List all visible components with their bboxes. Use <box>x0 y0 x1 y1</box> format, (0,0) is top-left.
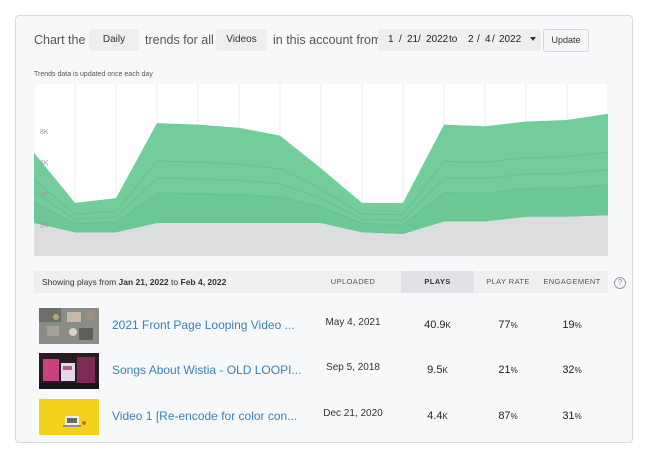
to-month-field[interactable]: 2 <box>468 34 474 45</box>
date-separator: / <box>492 34 495 45</box>
chart-update-note: Trends data is updated once each day <box>34 71 153 78</box>
plays-value: 40.9K <box>424 319 451 331</box>
play-rate-value: 77% <box>498 319 518 331</box>
showing-range-text: Showing plays from Jan 21, 2022 to Feb 4… <box>42 277 227 287</box>
uploaded-column-header[interactable]: UPLOADED <box>330 277 376 286</box>
video-thumbnail[interactable] <box>39 399 99 435</box>
plays-trend-chart: 8K 6K 4K 2K <box>34 84 608 256</box>
series-boundary <box>34 169 608 221</box>
video-title-link[interactable]: Songs About Wistia - OLD LOOPI... <box>112 363 302 377</box>
y-tick-label: 6K <box>40 160 49 167</box>
play-rate-value: 87% <box>498 410 518 422</box>
caret-down-icon[interactable] <box>530 37 536 41</box>
date-range-picker[interactable]: 1 / 21 / 2022 to 2 / 4 / 2022 <box>378 29 541 51</box>
plays-column-header[interactable]: PLAYS <box>401 271 474 293</box>
y-tick-label: 2K <box>40 223 49 230</box>
play-rate-column-header[interactable]: PLAY RATE <box>486 277 530 286</box>
table-header: Showing plays from Jan 21, 2022 to Feb 4… <box>34 271 608 293</box>
account-range-label: in this account from <box>273 33 382 47</box>
video-thumbnail[interactable] <box>39 353 99 389</box>
engagement-value: 31% <box>562 410 582 422</box>
uploaded-date: Sep 5, 2018 <box>326 362 380 373</box>
engagement-column-header[interactable]: ENGAGEMENT <box>543 277 601 286</box>
update-button[interactable]: Update <box>543 29 589 52</box>
table-row[interactable]: Songs About Wistia - OLD LOOPI... Sep 5,… <box>34 353 608 393</box>
table-row[interactable]: 2021 Front Page Looping Video ... May 4,… <box>34 308 608 348</box>
video-thumbnail[interactable] <box>39 308 99 344</box>
to-year-field[interactable]: 2022 <box>499 34 522 45</box>
series-area-base <box>34 215 608 256</box>
video-title-link[interactable]: 2021 Front Page Looping Video ... <box>112 318 295 332</box>
uploaded-date: May 4, 2021 <box>325 317 381 328</box>
table-row[interactable]: Video 1 [Re-encode for color con... Dec … <box>34 399 608 439</box>
video-title-link[interactable]: Video 1 [Re-encode for color con... <box>112 409 298 423</box>
series-boundary <box>34 151 608 216</box>
series-area <box>34 184 608 235</box>
date-separator: / <box>399 34 402 45</box>
from-month-field[interactable]: 1 <box>388 34 394 45</box>
chart-the-label: Chart the <box>34 33 86 47</box>
uploaded-date: Dec 21, 2020 <box>323 408 383 419</box>
to-label: to <box>449 34 458 45</box>
trends-for-all-label: trends for all <box>145 33 214 47</box>
date-separator: / <box>418 34 421 45</box>
from-year-field[interactable]: 2022 <box>426 34 449 45</box>
plays-value: 9.5K <box>427 364 448 376</box>
date-separator: / <box>477 34 480 45</box>
engagement-value: 19% <box>562 319 582 331</box>
from-day-field[interactable]: 21 <box>407 34 419 45</box>
y-tick-label: 4K <box>40 191 49 198</box>
to-day-field[interactable]: 4 <box>485 34 491 45</box>
engagement-value: 32% <box>562 364 582 376</box>
y-tick-label: 8K <box>40 129 49 136</box>
interval-select[interactable]: Daily <box>89 29 139 51</box>
media-type-select[interactable]: Videos <box>216 29 267 51</box>
help-icon[interactable]: ? <box>614 277 626 289</box>
play-rate-value: 21% <box>498 364 518 376</box>
plays-value: 4.4K <box>427 410 448 422</box>
